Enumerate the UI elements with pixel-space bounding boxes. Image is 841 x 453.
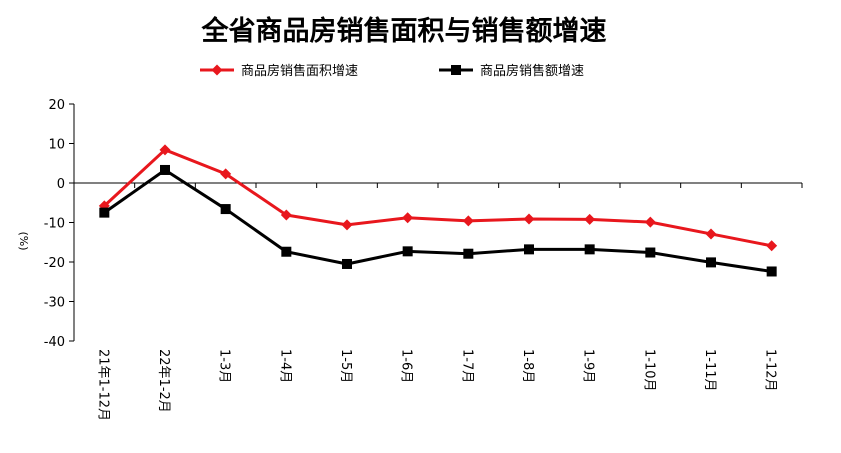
square-marker bbox=[524, 244, 534, 255]
y-tick-label: -40 bbox=[44, 335, 65, 350]
y-tick-label: 10 bbox=[48, 138, 65, 153]
chart-title: 全省商品房销售面积与销售额增速 bbox=[201, 15, 607, 47]
x-tick-label: 1-11月 bbox=[702, 349, 717, 392]
x-tick-label: 1-12月 bbox=[763, 349, 778, 392]
diamond-marker bbox=[523, 213, 535, 225]
diamond-marker bbox=[280, 209, 292, 221]
x-tick-label: 1-10月 bbox=[641, 349, 656, 392]
series-line bbox=[103, 168, 772, 273]
x-tick-label: 22年1-2月 bbox=[156, 349, 171, 413]
square-marker bbox=[584, 244, 595, 255]
square-marker bbox=[160, 164, 170, 175]
y-tick-label: -30 bbox=[44, 296, 65, 311]
series-group bbox=[98, 144, 778, 277]
x-tick-label: 1-8月 bbox=[520, 349, 535, 383]
y-tick-label: 0 bbox=[57, 177, 65, 192]
y-axis-label: (%) bbox=[17, 231, 30, 250]
diamond-marker bbox=[220, 168, 232, 180]
series-2 bbox=[99, 164, 777, 277]
x-tick-label: 1-6月 bbox=[399, 349, 414, 383]
legend-label: 商品房销售面积增速 bbox=[241, 63, 358, 79]
x-tick-label: 21年1-12月 bbox=[95, 349, 110, 421]
square-marker bbox=[402, 246, 413, 257]
series-1 bbox=[98, 144, 778, 252]
y-tick-label: 20 bbox=[48, 98, 65, 113]
diamond-marker bbox=[766, 240, 778, 252]
square-marker bbox=[463, 248, 474, 259]
y-tick-label: -20 bbox=[44, 256, 65, 271]
y-tick-label: -10 bbox=[44, 217, 65, 232]
square-marker bbox=[645, 247, 656, 258]
axes bbox=[69, 103, 803, 342]
diamond-marker bbox=[341, 219, 353, 231]
square-marker bbox=[342, 258, 352, 269]
square-marker bbox=[451, 65, 461, 75]
diamond-marker bbox=[644, 216, 656, 228]
x-tick-label: 1-3月 bbox=[217, 349, 232, 383]
square-marker bbox=[766, 266, 777, 277]
diamond-marker bbox=[462, 215, 474, 227]
series-line bbox=[103, 148, 772, 248]
legend-item-2: 商品房销售额增速 bbox=[439, 63, 584, 79]
square-marker bbox=[99, 207, 110, 218]
diamond-marker bbox=[211, 64, 223, 76]
diamond-marker bbox=[584, 213, 596, 225]
diamond-marker bbox=[159, 144, 171, 156]
diamond-marker bbox=[705, 228, 717, 240]
diamond-marker bbox=[402, 212, 414, 224]
legend-label: 商品房销售额增速 bbox=[480, 63, 584, 79]
square-marker bbox=[706, 257, 716, 268]
legend-item-1: 商品房销售面积增速 bbox=[200, 63, 358, 79]
legend: 商品房销售面积增速 商品房销售额增速 bbox=[200, 63, 584, 79]
tick-labels: 20 10 0 -10 -20 -30 -40 21年1-12月 22年1-2月 1-3月 1-4月… bbox=[44, 98, 778, 421]
x-tick-label: 1-7月 bbox=[459, 349, 474, 383]
x-tick-label: 1-4月 bbox=[277, 349, 292, 383]
x-tick-label: 1-5月 bbox=[338, 349, 353, 383]
square-marker bbox=[220, 204, 231, 215]
square-marker bbox=[281, 246, 292, 257]
x-tick-label: 1-9月 bbox=[581, 349, 596, 383]
